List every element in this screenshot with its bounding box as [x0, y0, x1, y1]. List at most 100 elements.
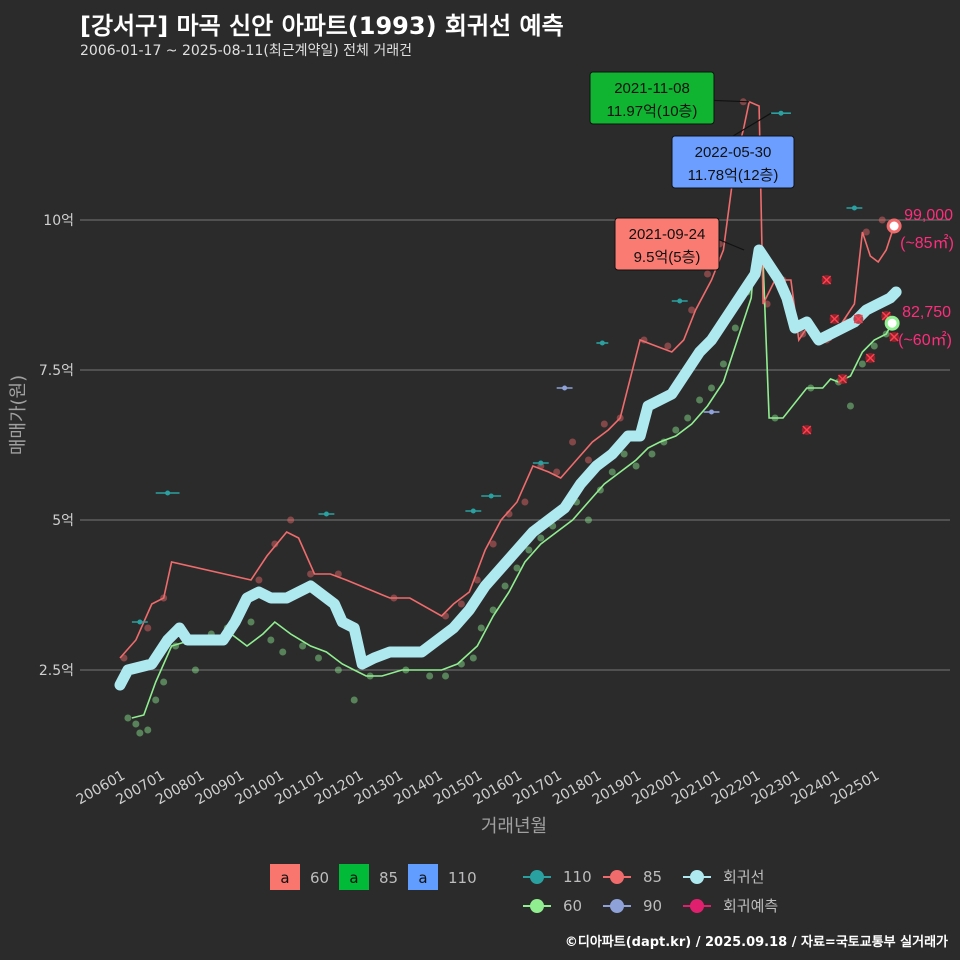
legend-fill-label: 110: [448, 869, 477, 887]
scatter-point-60: [596, 486, 604, 494]
end-area-label: (~85㎡): [900, 234, 954, 252]
scatter-point-60: [132, 720, 140, 728]
scatter-point-60: [846, 402, 854, 410]
series-point-110: [677, 298, 683, 304]
end-value-label: 82,750: [902, 304, 951, 321]
scatter-point-60: [696, 396, 704, 404]
end-labels: 99,000 (~85㎡) 82,750 (~60㎡): [884, 207, 954, 349]
forecast-x-mark: [853, 314, 863, 324]
scatter-point-60: [632, 462, 640, 470]
scatter-point-60: [426, 672, 434, 680]
end-point: [884, 315, 900, 331]
forecast-x-mark: [865, 353, 875, 363]
legend-mark-label: 110: [563, 868, 592, 886]
legend-fill-label: 60: [310, 869, 329, 887]
legend-mark-dot: [610, 899, 624, 913]
series-point-90: [709, 409, 715, 415]
scatter-point-60: [442, 672, 450, 680]
regression-line: [114, 244, 902, 691]
end-point: [886, 218, 902, 234]
legend-mark-label: 90: [643, 897, 662, 915]
series-point-90: [562, 385, 568, 391]
annotation-date: 2022-05-30: [695, 144, 772, 161]
legend-mark-dot: [690, 870, 704, 884]
series-line-60: [131, 247, 893, 719]
scatter-point-60: [708, 384, 716, 392]
scatter-point-85: [600, 420, 608, 428]
scatter-point-85: [704, 270, 712, 278]
series-point-110: [165, 490, 171, 496]
end-area-label: (~60㎡): [898, 331, 952, 349]
legend-mark-label: 회귀예측: [723, 897, 778, 915]
scatter-point-60: [314, 654, 322, 662]
legend-mark-dot: [530, 899, 544, 913]
scatter-point-60: [299, 642, 307, 650]
x-axis-label: 거래년월: [481, 816, 547, 837]
scatter-point-60: [858, 360, 866, 368]
scatter-point-85: [584, 456, 592, 464]
legend-fill-label: 85: [379, 869, 398, 887]
series-point-110: [599, 340, 605, 346]
scatter-point-85: [473, 576, 481, 584]
scatter-point-60: [513, 564, 521, 572]
scatter-point-85: [688, 306, 696, 314]
annotations: 2021-11-08 11.97억(10층) 2022-05-30 11.78억(12…: [589, 71, 795, 271]
scatter-point-60: [160, 678, 168, 686]
legend-fill-glyph: a: [349, 869, 358, 887]
grid-lines: [80, 219, 950, 671]
legend-mark-dot: [610, 870, 624, 884]
series-point-110: [851, 205, 857, 211]
scatter-point-60: [334, 666, 342, 674]
chart-title: [강서구] 마곡 신안 아파트(1993) 회귀선 예측: [80, 12, 564, 40]
annotation-date: 2021-11-08: [614, 80, 690, 97]
scatter-point-85: [489, 540, 497, 548]
legend-mark-label: 회귀선: [723, 868, 764, 886]
scatter-point-60: [267, 636, 275, 644]
forecast-x-mark: [802, 425, 812, 435]
scatter-point-85: [521, 498, 529, 506]
annotation-2021-09-24: 2021-09-24 9.5억(5층): [614, 217, 745, 271]
legend-mark-label: 85: [643, 868, 662, 886]
scatter-point-60: [501, 582, 509, 590]
scatter-point-60: [537, 534, 545, 542]
scatter-point-60: [247, 618, 255, 626]
annotation-box: [671, 135, 795, 189]
scatter-point-85: [287, 516, 295, 524]
annotation-price: 9.5억(5층): [634, 249, 701, 266]
scatter-point-60: [870, 342, 878, 350]
series-point-110: [323, 511, 329, 517]
scatter-point-60: [731, 324, 739, 332]
scatter-point-85: [144, 624, 152, 632]
annotation-2021-11-08: 2021-11-08 11.97억(10층): [589, 71, 750, 125]
end-value-label: 99,000: [904, 207, 953, 224]
series-point-110: [470, 508, 476, 514]
annotation-price: 11.97억(10층): [607, 103, 698, 120]
legend: a 60 a 85 a 110 110 85 회귀선 60 90 회귀예측: [270, 864, 778, 915]
scatter-point-60: [152, 696, 160, 704]
series-point-110: [137, 619, 143, 625]
scatter-point-85: [255, 576, 263, 584]
scatter-point-60: [489, 606, 497, 614]
series-point-110: [488, 493, 494, 499]
legend-fill-glyph: a: [418, 869, 427, 887]
annotation-box: [589, 71, 715, 125]
x-tick-labels: 2006012007012008012009012010012011012012…: [74, 768, 883, 809]
y-tick-label: 7.5억: [39, 363, 74, 379]
scatter-point-85: [271, 540, 279, 548]
y-tick-labels: 2.5억 5억 7.5억 10억: [39, 213, 74, 679]
scatter-point-60: [648, 450, 656, 458]
scatter-point-60: [469, 654, 477, 662]
scatter-point-85: [307, 570, 315, 578]
y-axis-label: 매매가(원): [8, 375, 29, 455]
y-tick-label: 10억: [43, 213, 74, 229]
series-point-110: [778, 110, 784, 116]
scatter-point-60: [279, 648, 287, 656]
scatter-point-85: [664, 342, 672, 350]
legend-fill-key: [339, 864, 369, 890]
forecast-points: [801, 275, 900, 435]
forecast-x-mark: [837, 374, 848, 384]
legend-mark-label: 60: [563, 897, 582, 915]
annotation-date: 2021-09-24: [629, 226, 706, 243]
scatter-point-60: [719, 360, 727, 368]
legend-fill-key: [270, 864, 300, 890]
